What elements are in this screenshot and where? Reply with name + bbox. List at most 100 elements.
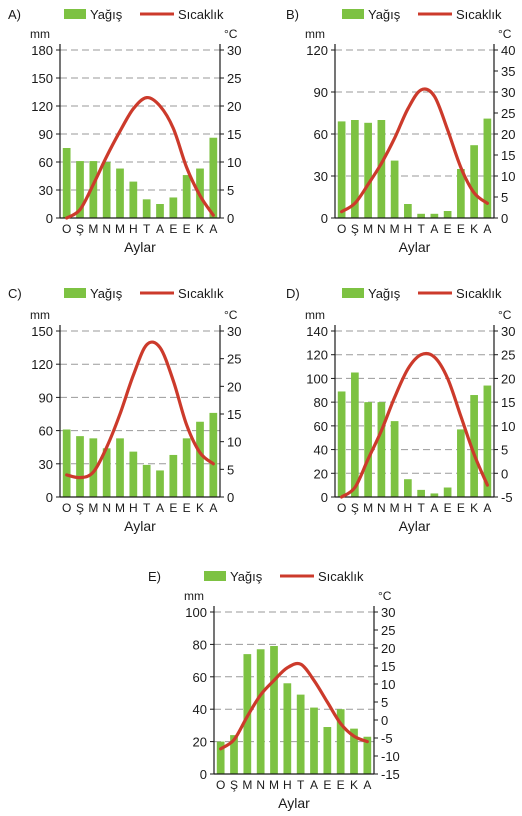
- left-tick-label: 40: [193, 702, 207, 717]
- left-tick-label: 140: [306, 324, 328, 339]
- precip-bar: [363, 736, 372, 774]
- precip-bar: [129, 451, 138, 497]
- panel-label: A): [8, 7, 21, 22]
- precip-bar: [417, 489, 425, 497]
- month-label: A: [156, 501, 164, 515]
- right-tick-label: 25: [227, 71, 241, 86]
- climate-chart-panel: A) Yağış Sıcaklık mm °C 0 30 60 90 120 150 180 0 5 10 1…: [8, 7, 241, 255]
- precip-bar: [470, 395, 478, 497]
- right-tick-label: -5: [381, 731, 393, 746]
- month-label: O: [337, 501, 346, 515]
- left-tick-label: 20: [314, 466, 328, 481]
- month-label: A: [310, 778, 318, 792]
- month-label: E: [337, 778, 345, 792]
- right-tick-label: 15: [501, 395, 515, 410]
- right-tick-label: 0: [227, 490, 234, 505]
- right-tick-label: 15: [381, 659, 395, 674]
- left-tick-label: 150: [31, 324, 53, 339]
- precip-bar: [216, 741, 225, 774]
- right-tick-label: 5: [501, 190, 508, 205]
- month-label: M: [88, 501, 98, 515]
- month-label: E: [444, 501, 452, 515]
- right-tick-label: 20: [381, 641, 395, 656]
- legend-temp-label: Sıcaklık: [178, 286, 224, 301]
- panel-label: D): [286, 286, 300, 301]
- left-tick-label: 120: [306, 43, 328, 58]
- month-label: A: [363, 778, 371, 792]
- month-label: N: [102, 222, 111, 236]
- month-label: M: [269, 778, 279, 792]
- precip-bar: [470, 145, 478, 218]
- month-label: N: [256, 778, 265, 792]
- left-tick-label: 100: [306, 371, 328, 386]
- precip-bar: [169, 454, 178, 497]
- precip-bar: [102, 448, 111, 497]
- right-tick-label: -15: [381, 767, 400, 782]
- right-tick-label: 10: [227, 435, 241, 450]
- right-tick-label: 25: [381, 623, 395, 638]
- right-tick-label: 30: [227, 43, 241, 58]
- right-tick-label: 10: [381, 677, 395, 692]
- left-tick-label: 0: [46, 490, 53, 505]
- legend-precip-swatch: [64, 9, 86, 19]
- month-label: A: [430, 222, 438, 236]
- left-unit-label: mm: [184, 589, 204, 603]
- x-axis-title: Aylar: [399, 518, 431, 534]
- precip-bar: [483, 118, 492, 218]
- left-tick-label: 0: [46, 211, 53, 226]
- month-label: H: [283, 778, 292, 792]
- precip-bar: [430, 213, 439, 218]
- panel-label: E): [148, 569, 161, 584]
- precip-bar: [404, 479, 412, 497]
- month-label: N: [377, 501, 386, 515]
- precip-bar: [270, 646, 278, 774]
- left-tick-label: 60: [314, 127, 328, 142]
- month-label: N: [377, 222, 386, 236]
- left-tick-label: 120: [31, 357, 53, 372]
- month-label: A: [430, 501, 438, 515]
- month-label: K: [470, 222, 478, 236]
- left-tick-label: 60: [314, 419, 328, 434]
- right-tick-label: 20: [227, 379, 241, 394]
- right-tick-label: 20: [501, 127, 515, 142]
- right-tick-label: 5: [227, 183, 234, 198]
- right-tick-label: 10: [227, 155, 241, 170]
- right-tick-label: -5: [501, 490, 513, 505]
- right-unit-label: °C: [378, 589, 392, 603]
- month-label: E: [169, 222, 177, 236]
- left-tick-label: 30: [314, 169, 328, 184]
- month-label: Ş: [76, 501, 84, 515]
- climate-chart-panel: B) Yağış Sıcaklık mm °C 0 30 60 90 120 0 5 10 15 20 25 3…: [286, 7, 515, 255]
- precip-bar: [390, 421, 399, 497]
- precip-bar: [390, 160, 399, 218]
- right-tick-label: 0: [501, 466, 508, 481]
- month-label: H: [129, 501, 138, 515]
- right-tick-label: 5: [501, 443, 508, 458]
- precip-bar: [377, 402, 386, 497]
- climate-chart-panel: E) Yağış Sıcaklık mm °C 0 20 40 60 80 100 -15 -10 -5 0…: [148, 569, 400, 811]
- right-tick-label: 40: [501, 43, 515, 58]
- precip-bar: [116, 168, 124, 218]
- left-tick-label: 60: [193, 670, 207, 685]
- precip-bar: [364, 122, 372, 218]
- legend-precip-swatch: [64, 288, 86, 298]
- left-tick-label: 100: [185, 605, 207, 620]
- precip-bar: [169, 197, 178, 218]
- temperature-line: [219, 661, 369, 751]
- month-label: O: [216, 778, 225, 792]
- left-tick-label: 30: [39, 457, 53, 472]
- x-axis-title: Aylar: [124, 518, 156, 534]
- month-label: M: [390, 501, 400, 515]
- right-tick-label: 20: [501, 371, 515, 386]
- month-label: M: [115, 222, 125, 236]
- left-unit-label: mm: [305, 27, 325, 41]
- right-tick-label: 0: [501, 211, 508, 226]
- temperature-line: [340, 87, 489, 214]
- right-tick-label: 10: [501, 419, 515, 434]
- left-tick-label: 0: [200, 767, 207, 782]
- legend-precip-swatch: [204, 571, 226, 581]
- right-tick-label: 35: [501, 64, 515, 79]
- precip-bar: [377, 120, 386, 218]
- right-tick-label: 5: [227, 462, 234, 477]
